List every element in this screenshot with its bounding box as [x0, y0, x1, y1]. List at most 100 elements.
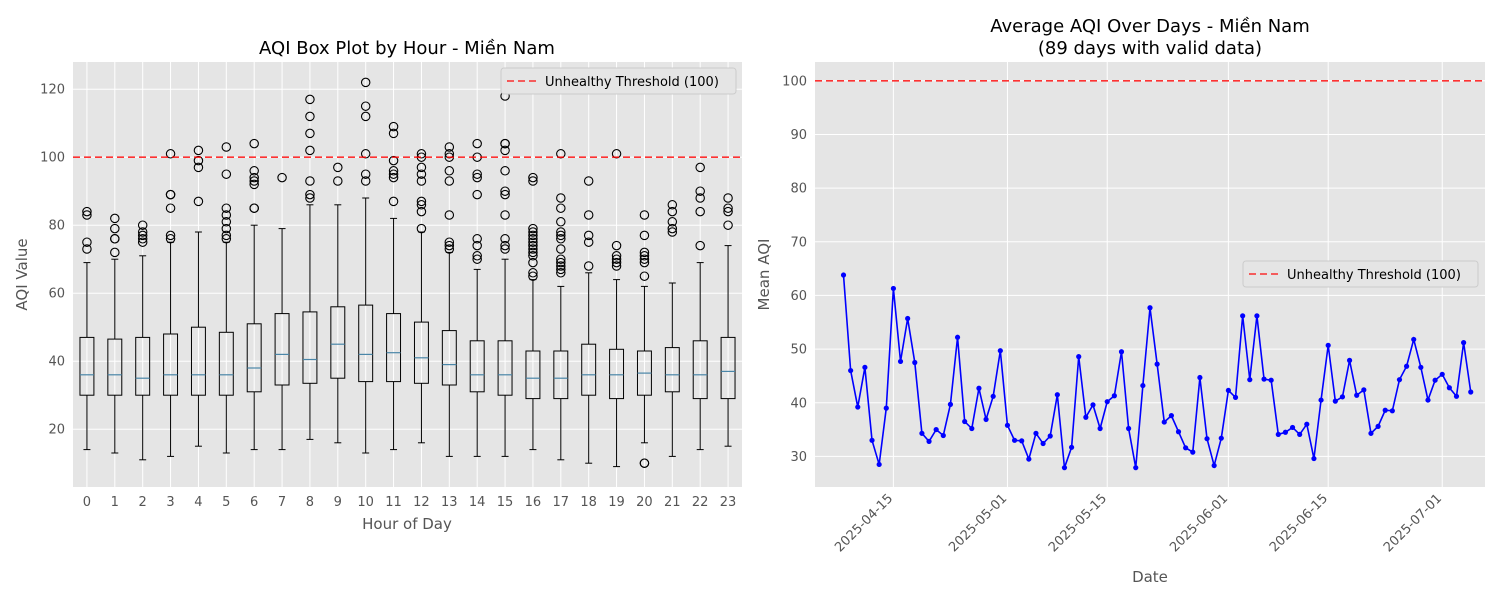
right-x-tick-2025-07-01: 2025-07-01	[1381, 491, 1445, 555]
data-point	[1411, 336, 1417, 343]
outlier-point	[360, 111, 371, 122]
outlier-point	[695, 186, 705, 196]
outlier-point	[165, 230, 176, 241]
outlier-point	[416, 223, 427, 234]
right-x-tick-2025-04-15: 2025-04-15	[832, 491, 896, 555]
left-x-tick-11: 11	[385, 495, 402, 510]
right-x-axis-label: Date	[1132, 568, 1168, 586]
left-y-tick-labels: 20 40 60 80 100 120	[40, 83, 65, 438]
left-x-axis-label: Hour of Day	[362, 515, 452, 533]
outlier-point	[583, 210, 594, 220]
data-point	[1104, 399, 1110, 405]
iqr-box	[302, 311, 318, 384]
outlier-point	[500, 186, 510, 196]
data-point	[1403, 363, 1410, 369]
outlier-point	[137, 220, 148, 230]
iqr-box	[441, 330, 457, 386]
outlier-point	[444, 244, 455, 254]
data-point	[1183, 445, 1189, 451]
right-y-tick-80: 80	[790, 182, 807, 197]
outlier-point	[556, 217, 566, 227]
outlier-point	[472, 251, 482, 261]
left-x-tick-20: 20	[636, 495, 653, 510]
data-point	[1026, 456, 1032, 462]
outlier-point	[82, 237, 92, 247]
outlier-point	[528, 172, 538, 183]
data-point	[1004, 422, 1011, 428]
left-y-tick-60: 60	[48, 287, 65, 302]
data-point	[1425, 397, 1431, 403]
outlier-point	[249, 179, 259, 190]
outlier-point	[695, 206, 705, 217]
box-hour-9	[330, 162, 346, 444]
outlier-point	[556, 234, 566, 244]
data-point	[855, 404, 861, 410]
outlier-point	[723, 193, 733, 203]
data-point	[1339, 394, 1346, 400]
outlier-point	[528, 247, 538, 258]
outlier-point	[556, 230, 566, 241]
data-point	[983, 416, 989, 422]
iqr-box	[330, 306, 346, 379]
right-x-tick-2025-05-15: 2025-05-15	[1046, 491, 1110, 555]
outlier-point	[528, 271, 538, 281]
box-hour-19	[609, 149, 625, 468]
outlier-point	[611, 261, 622, 271]
right-legend-box	[1242, 260, 1479, 288]
data-point	[1453, 393, 1460, 399]
box-hour-7	[274, 172, 290, 451]
outlier-point	[611, 254, 622, 264]
iqr-box	[581, 343, 597, 396]
data-point	[1061, 465, 1068, 471]
data-point	[1297, 431, 1303, 438]
left-chart-title: AQI Box Plot by Hour - Miền Nam	[259, 38, 555, 59]
data-point	[876, 461, 882, 468]
outlier-point	[639, 251, 650, 261]
data-point	[897, 358, 904, 365]
outlier-point	[82, 206, 92, 217]
outlier-point	[333, 176, 343, 186]
outlier-point	[249, 203, 259, 213]
iqr-box	[218, 331, 234, 396]
box-hour-5	[218, 142, 234, 454]
outlier-point	[723, 206, 733, 217]
outlier-point	[360, 77, 371, 88]
left-x-tick-18: 18	[580, 495, 597, 510]
iqr-box	[163, 333, 179, 396]
box-hour-11	[386, 121, 402, 451]
outlier-point	[416, 169, 427, 179]
outlier-point	[193, 162, 204, 173]
outlier-point	[639, 210, 650, 220]
outlier-point	[249, 172, 259, 183]
data-point	[890, 285, 897, 292]
outlier-point	[528, 268, 538, 278]
outlier-point	[556, 264, 566, 275]
outlier-point	[305, 128, 315, 139]
left-x-tick-6: 6	[250, 495, 258, 510]
data-point	[1389, 408, 1395, 414]
left-boxes	[79, 77, 736, 468]
outlier-point	[639, 254, 650, 264]
data-point	[862, 364, 868, 370]
outlier-point	[556, 261, 566, 271]
outlier-point	[444, 142, 455, 152]
data-point	[1147, 305, 1153, 311]
outlier-point	[556, 268, 566, 278]
data-point	[919, 430, 925, 436]
outlier-point	[667, 206, 678, 217]
data-point	[1254, 313, 1260, 319]
left-y-axis-label: AQI Value	[13, 238, 31, 310]
left-plot-area	[73, 62, 742, 487]
right-x-tick-2025-06-01: 2025-06-01	[1167, 491, 1231, 555]
outlier-point	[472, 138, 482, 149]
data-point	[976, 385, 982, 391]
right-y-tick-40: 40	[790, 396, 807, 411]
outlier-point	[193, 196, 204, 207]
outlier-point	[528, 223, 538, 234]
outlier-point	[221, 203, 232, 213]
outlier-point	[472, 169, 482, 179]
data-point	[1361, 387, 1367, 393]
right-y-tick-50: 50	[790, 343, 807, 358]
outlier-point	[165, 234, 176, 244]
iqr-box	[386, 313, 402, 383]
